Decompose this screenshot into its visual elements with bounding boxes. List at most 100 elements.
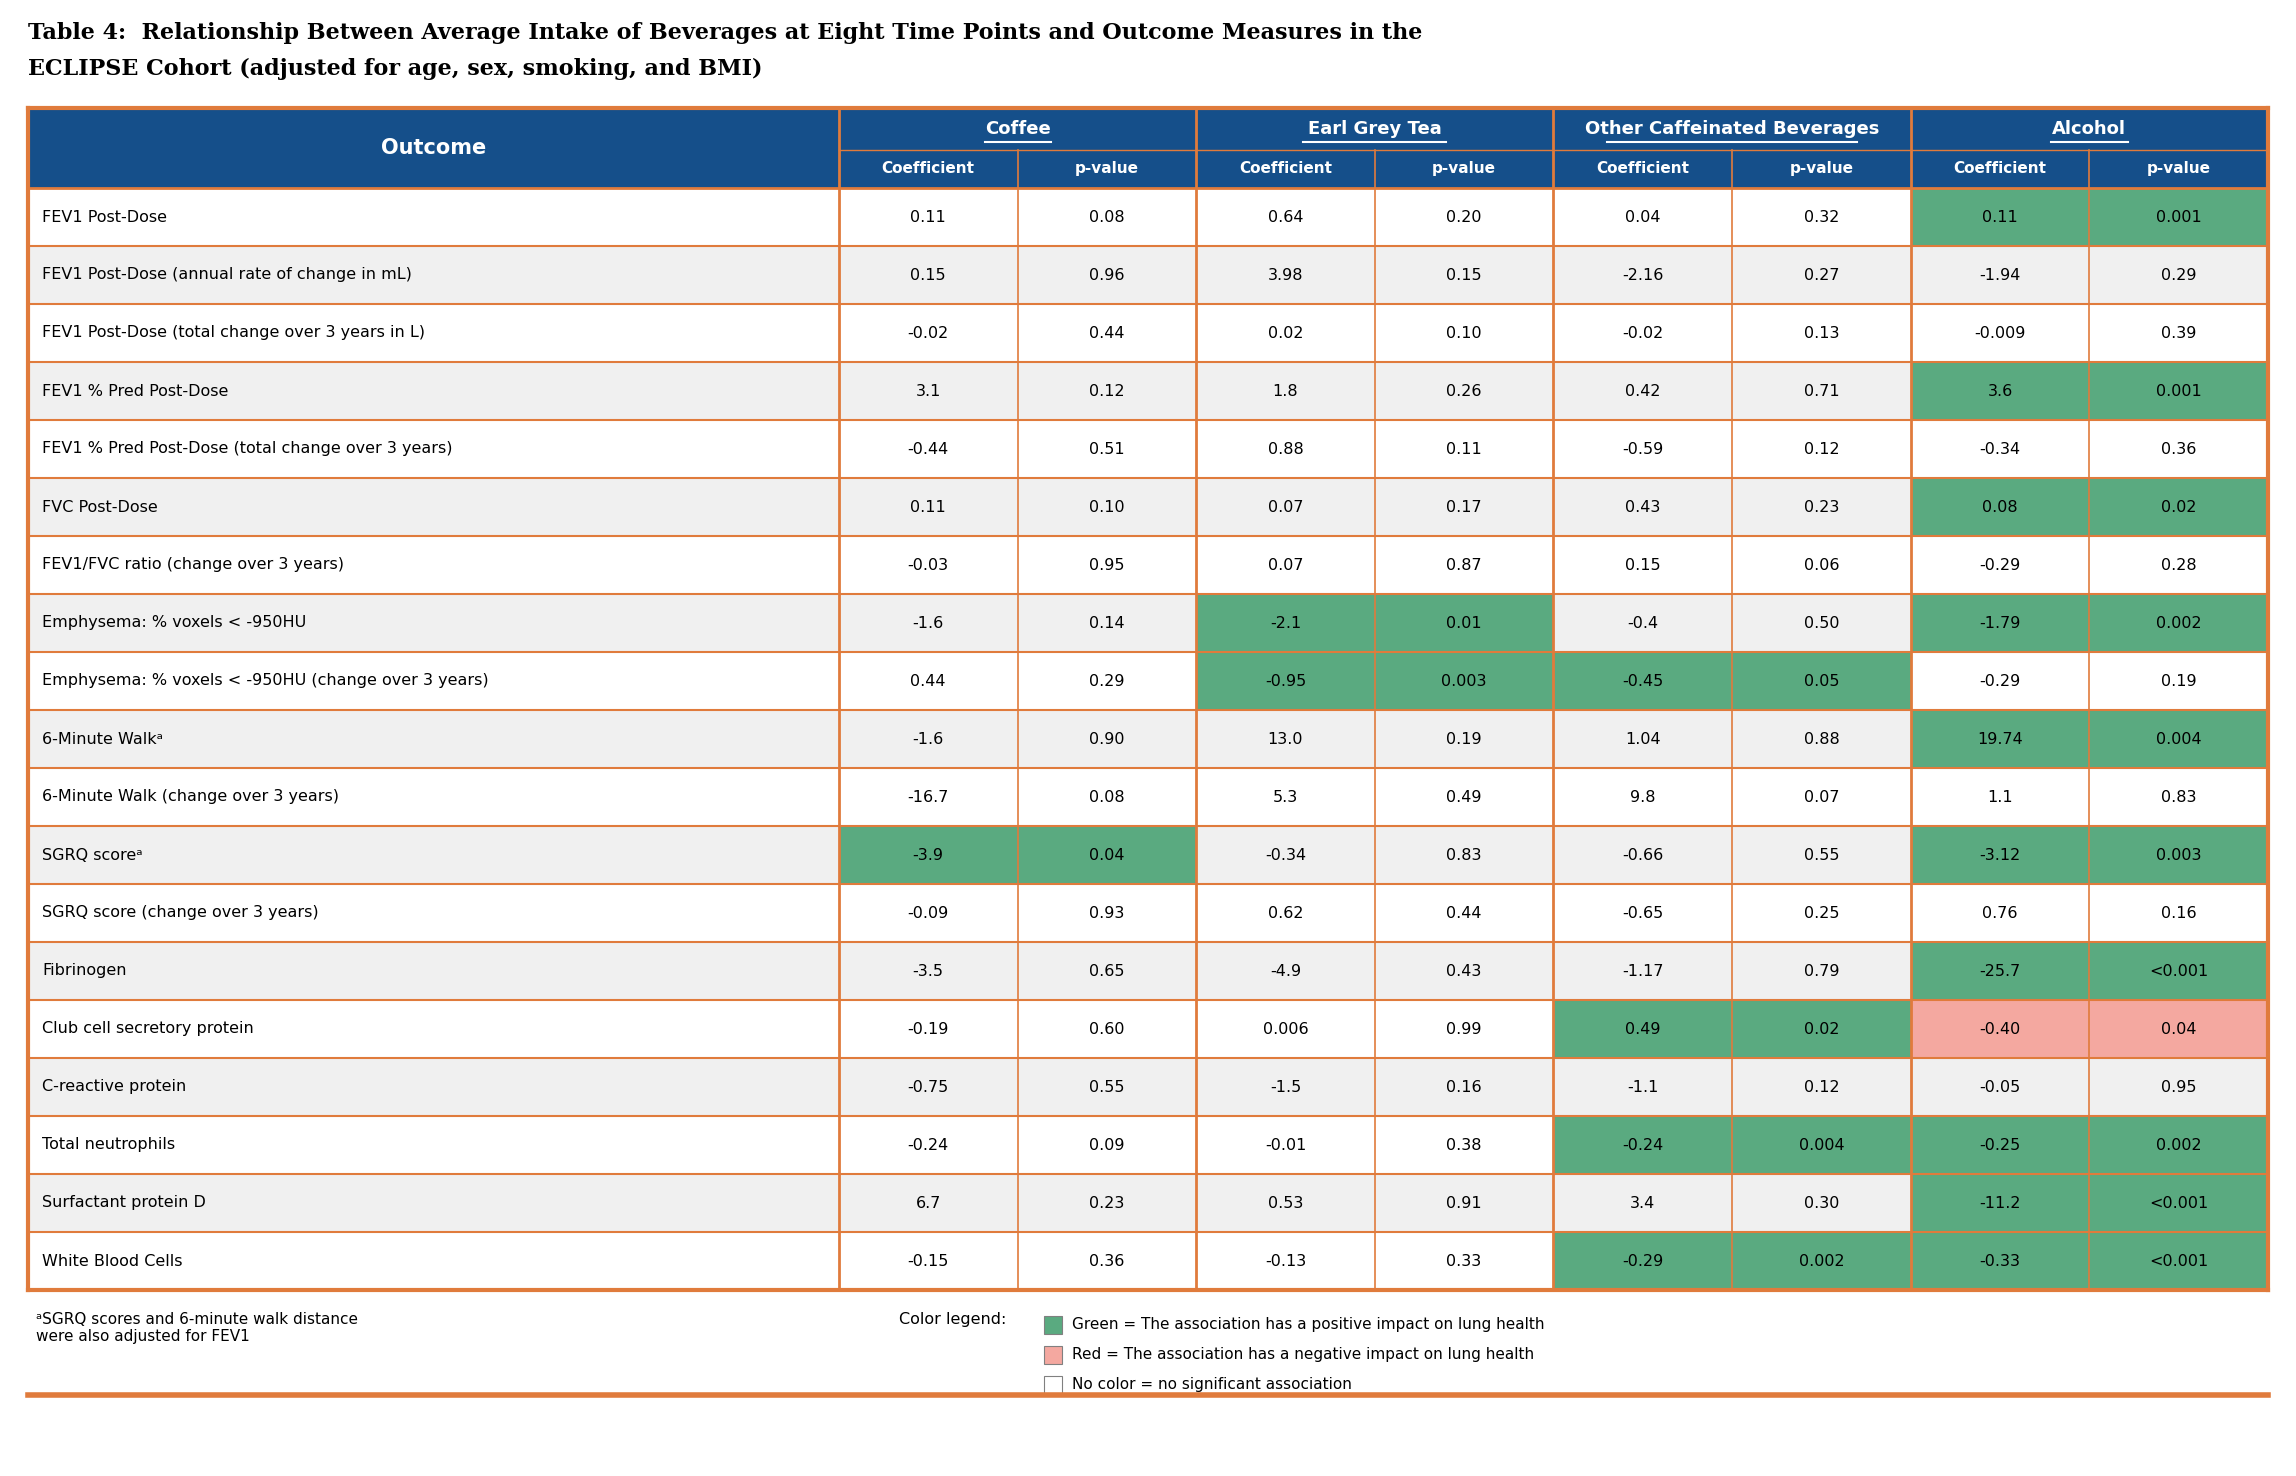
Text: 0.27: 0.27: [1805, 267, 1839, 282]
Text: 0.17: 0.17: [1446, 499, 1481, 515]
Bar: [1910, 1001, 2089, 1058]
Text: 13.0: 13.0: [1267, 732, 1304, 747]
Bar: [1910, 1116, 2089, 1173]
Text: <0.001: <0.001: [2149, 1253, 2209, 1268]
Text: 0.05: 0.05: [1805, 673, 1839, 688]
Text: 0.53: 0.53: [1267, 1196, 1304, 1210]
Bar: [1554, 1001, 1731, 1058]
Text: 0.04: 0.04: [1088, 847, 1125, 862]
Text: 0.88: 0.88: [1267, 441, 1304, 456]
Text: 0.07: 0.07: [1805, 790, 1839, 804]
Text: No color = no significant association: No color = no significant association: [1072, 1377, 1352, 1392]
Text: C-reactive protein: C-reactive protein: [41, 1079, 186, 1095]
Bar: [2089, 942, 2268, 1001]
Bar: [1196, 593, 1375, 652]
Text: 0.02: 0.02: [1267, 326, 1304, 341]
Text: 0.12: 0.12: [1805, 441, 1839, 456]
Text: p-value: p-value: [1789, 161, 1853, 176]
Text: 0.15: 0.15: [1446, 267, 1481, 282]
Bar: [2089, 1116, 2268, 1173]
Bar: [1045, 1376, 1061, 1393]
Text: 0.13: 0.13: [1805, 326, 1839, 341]
Bar: [28, 1232, 2268, 1290]
Text: 6.7: 6.7: [916, 1196, 941, 1210]
Text: 0.001: 0.001: [2156, 210, 2202, 224]
Text: 0.07: 0.07: [1267, 558, 1304, 573]
Bar: [28, 1173, 2268, 1232]
Bar: [28, 884, 2268, 942]
Bar: [28, 942, 2268, 1001]
Text: -0.05: -0.05: [1979, 1079, 2020, 1095]
Text: 3.1: 3.1: [916, 384, 941, 399]
Text: Other Caffeinated Beverages: Other Caffeinated Beverages: [1584, 120, 1878, 137]
Text: 0.20: 0.20: [1446, 210, 1481, 224]
Text: <0.001: <0.001: [2149, 964, 2209, 979]
Text: Earl Grey Tea: Earl Grey Tea: [1309, 120, 1442, 137]
Bar: [2089, 1232, 2268, 1290]
Bar: [28, 652, 2268, 710]
Text: 0.95: 0.95: [1088, 558, 1125, 573]
Text: FVC Post-Dose: FVC Post-Dose: [41, 499, 158, 515]
Text: 5.3: 5.3: [1272, 790, 1297, 804]
Bar: [28, 478, 2268, 536]
Text: FEV1 Post-Dose: FEV1 Post-Dose: [41, 210, 168, 224]
Text: 0.44: 0.44: [1088, 326, 1125, 341]
Text: 0.49: 0.49: [1446, 790, 1481, 804]
Text: Club cell secretory protein: Club cell secretory protein: [41, 1021, 255, 1036]
Bar: [1910, 1232, 2089, 1290]
Bar: [28, 1001, 2268, 1058]
Text: 0.87: 0.87: [1446, 558, 1481, 573]
Bar: [1045, 1317, 1061, 1334]
Text: 0.62: 0.62: [1267, 905, 1304, 921]
Text: -0.19: -0.19: [907, 1021, 948, 1036]
Text: -0.01: -0.01: [1265, 1138, 1306, 1153]
Text: 0.08: 0.08: [1981, 499, 2018, 515]
Text: 0.83: 0.83: [1446, 847, 1481, 862]
Text: -0.09: -0.09: [907, 905, 948, 921]
Text: 0.08: 0.08: [1088, 790, 1125, 804]
Text: 0.001: 0.001: [2156, 384, 2202, 399]
Text: Color legend:: Color legend:: [898, 1312, 1006, 1327]
Bar: [2089, 362, 2268, 421]
Text: 0.09: 0.09: [1088, 1138, 1125, 1153]
Text: 0.002: 0.002: [1798, 1253, 1844, 1268]
Text: 0.15: 0.15: [912, 267, 946, 282]
Text: -1.5: -1.5: [1270, 1079, 1302, 1095]
Text: -4.9: -4.9: [1270, 964, 1302, 979]
Text: FEV1 Post-Dose (total change over 3 years in L): FEV1 Post-Dose (total change over 3 year…: [41, 326, 425, 341]
Text: 0.29: 0.29: [2161, 267, 2197, 282]
Text: 0.15: 0.15: [1626, 558, 1660, 573]
Bar: [1375, 593, 1554, 652]
Text: p-value: p-value: [1075, 161, 1139, 176]
Bar: [1375, 652, 1554, 710]
Text: ᵃSGRQ scores and 6-minute walk distance
were also adjusted for FEV1: ᵃSGRQ scores and 6-minute walk distance …: [37, 1312, 358, 1345]
Text: -0.009: -0.009: [1975, 326, 2025, 341]
Text: 0.19: 0.19: [1446, 732, 1481, 747]
Text: 0.60: 0.60: [1088, 1021, 1125, 1036]
Text: 0.88: 0.88: [1805, 732, 1839, 747]
Bar: [2089, 710, 2268, 768]
Text: 0.28: 0.28: [2161, 558, 2197, 573]
Text: 0.11: 0.11: [1446, 441, 1481, 456]
Bar: [28, 1116, 2268, 1173]
Bar: [1910, 187, 2089, 246]
Text: 0.07: 0.07: [1267, 499, 1304, 515]
Text: p-value: p-value: [2147, 161, 2211, 176]
Text: 0.002: 0.002: [2156, 615, 2202, 630]
Text: -1.94: -1.94: [1979, 267, 2020, 282]
Text: 0.79: 0.79: [1805, 964, 1839, 979]
Text: ECLIPSE Cohort (adjusted for age, sex, smoking, and BMI): ECLIPSE Cohort (adjusted for age, sex, s…: [28, 58, 762, 80]
Text: 0.12: 0.12: [1088, 384, 1125, 399]
Text: 3.98: 3.98: [1267, 267, 1304, 282]
Text: 0.10: 0.10: [1446, 326, 1481, 341]
Text: 0.02: 0.02: [1805, 1021, 1839, 1036]
Text: 0.19: 0.19: [2161, 673, 2197, 688]
Text: Coefficient: Coefficient: [882, 161, 976, 176]
Text: 19.74: 19.74: [1977, 732, 2023, 747]
Text: 0.36: 0.36: [1088, 1253, 1125, 1268]
Text: <0.001: <0.001: [2149, 1196, 2209, 1210]
Bar: [1910, 478, 2089, 536]
Text: Coefficient: Coefficient: [1954, 161, 2046, 176]
Bar: [838, 827, 1017, 884]
Text: 0.96: 0.96: [1088, 267, 1125, 282]
